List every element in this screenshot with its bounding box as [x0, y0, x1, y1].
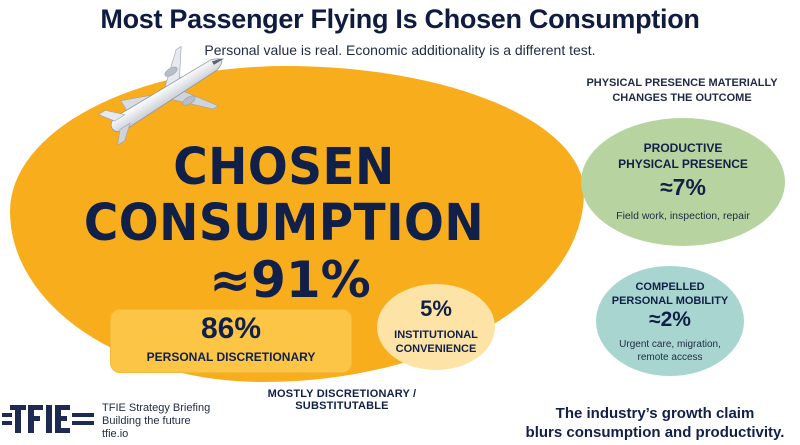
- physical-presence-heading: PHYSICAL PRESENCE MATERIALLY CHANGES THE…: [582, 76, 782, 106]
- compelled-desc-line1: Urgent care, migration,: [619, 339, 721, 350]
- productive-presence-title: PRODUCTIVE PHYSICAL PRESENCE: [581, 140, 785, 172]
- compelled-mobility-desc: Urgent care, migration, remote access: [596, 338, 744, 364]
- industry-claim-text: The industry’s growth claim blurs consum…: [510, 404, 800, 442]
- compelled-mobility-title: COMPELLED PERSONAL MOBILITY: [596, 280, 744, 308]
- institutional-label-line1: INSTITUTIONAL: [394, 329, 478, 341]
- productive-presence-value: ≈7%: [660, 174, 706, 200]
- claim-line1: The industry’s growth claim: [555, 405, 755, 422]
- institutional-convenience-label: INSTITUTIONAL CONVENIENCE: [377, 328, 495, 356]
- brand-title: TFIE Strategy Briefing: [102, 402, 211, 414]
- institutional-convenience-circle: 5% INSTITUTIONAL CONVENIENCE: [377, 284, 495, 370]
- compelled-title-line2: PERSONAL MOBILITY: [611, 295, 729, 307]
- physical-presence-heading-line2: CHANGES THE OUTCOME: [612, 92, 752, 104]
- chosen-consumption-line1: CHOSEN: [173, 138, 395, 197]
- chosen-consumption-label: CHOSEN CONSUMPTION: [63, 140, 505, 252]
- compelled-desc-line2: remote access: [637, 352, 703, 363]
- chosen-consumption-share: ≈91%: [209, 251, 371, 309]
- compelled-mobility-value: ≈2%: [649, 308, 691, 331]
- brand-block: TFIE Strategy Briefing Building the futu…: [102, 402, 210, 441]
- chosen-consumption-line2: CONSUMPTION: [83, 194, 485, 253]
- claim-line2: blurs consumption and productivity.: [525, 424, 785, 441]
- brand-url: tfie.io: [102, 428, 129, 440]
- personal-discretionary-value: 86%: [200, 312, 262, 345]
- airplane-icon: [98, 45, 225, 146]
- productive-title-line2: PHYSICAL PRESENCE: [618, 157, 748, 171]
- page-subtitle: Personal value is real. Economic additio…: [204, 42, 596, 58]
- compelled-mobility-circle: COMPELLED PERSONAL MOBILITY ≈2% Urgent c…: [596, 266, 744, 376]
- compelled-title-line1: COMPELLED: [635, 281, 705, 293]
- productive-title-line1: PRODUCTIVE: [643, 141, 723, 155]
- productive-presence-desc: Field work, inspection, repair: [616, 210, 750, 222]
- tfie-logo: [2, 405, 94, 433]
- personal-discretionary-box: 86% PERSONAL DISCRETIONARY: [110, 309, 352, 373]
- physical-presence-heading-line1: PHYSICAL PRESENCE MATERIALLY: [586, 77, 778, 89]
- brand-tagline: Building the future: [102, 415, 191, 427]
- personal-discretionary-label: PERSONAL DISCRETIONARY: [146, 350, 316, 364]
- productive-presence-circle: PRODUCTIVE PHYSICAL PRESENCE ≈7% Field w…: [581, 118, 785, 246]
- institutional-label-line2: CONVENIENCE: [395, 343, 477, 355]
- institutional-convenience-value: 5%: [420, 296, 452, 321]
- mostly-discretionary-label: MOSTLY DISCRETIONARY / SUBSTITUTABLE: [267, 388, 417, 412]
- page-title: Most Passenger Flying Is Chosen Consumpt…: [100, 4, 700, 34]
